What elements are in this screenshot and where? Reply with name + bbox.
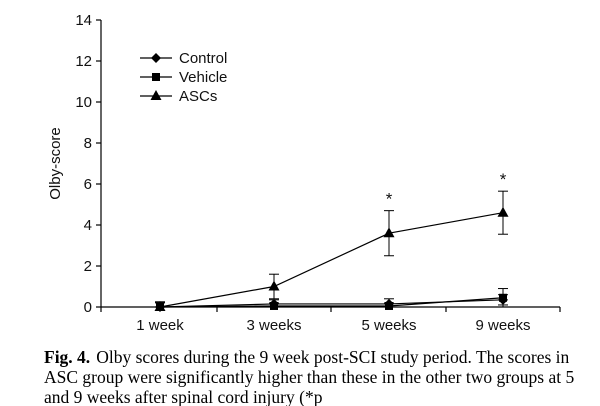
legend-label-vehicle: Vehicle xyxy=(179,69,227,86)
ascs-series-line xyxy=(159,212,504,308)
vehicle-marker xyxy=(270,301,278,310)
caption-label: Fig. 4. xyxy=(44,347,91,367)
y-tick-label: 2 xyxy=(84,258,92,275)
vehicle-marker xyxy=(385,301,393,310)
legend-marker-control xyxy=(151,53,161,63)
y-tick-label: 6 xyxy=(84,176,92,193)
ascs-marker xyxy=(497,206,509,217)
x-tick-label: 9 weeks xyxy=(475,317,530,334)
caption-text: Olby scores during the 9 week post-SCI s… xyxy=(44,347,575,406)
olby-score-chart: 0 2 4 6 8 10 12 14 1 week 3 weeks 5 weeks 9 weeks Ol… xyxy=(47,12,561,334)
x-tick-label: 5 weeks xyxy=(361,317,416,334)
ascs-marker xyxy=(268,280,280,291)
vehicle-marker xyxy=(499,293,507,302)
x-tick-label: 1 week xyxy=(136,317,184,334)
y-tick-label: 14 xyxy=(75,12,92,29)
legend-label-ascs: ASCs xyxy=(179,88,217,105)
legend-marker-vehicle xyxy=(152,73,160,81)
y-tick-label: 12 xyxy=(75,53,92,70)
significance-asterisk: * xyxy=(500,170,507,189)
y-tick-label: 0 xyxy=(84,299,92,316)
y-tick-label: 8 xyxy=(84,135,92,152)
ascs-marker xyxy=(154,301,166,311)
significance-asterisk: * xyxy=(386,190,393,209)
y-axis-label: Olby-score xyxy=(47,127,64,200)
y-tick-label: 4 xyxy=(84,217,92,234)
legend-marker-ascs xyxy=(150,90,162,100)
ascs-marker xyxy=(383,227,395,238)
y-tick-label: 10 xyxy=(75,94,92,111)
vehicle-series-line xyxy=(159,297,504,308)
x-tick-label: 3 weeks xyxy=(246,317,301,334)
figure-caption: Fig. 4. Olby scores during the 9 week pos… xyxy=(44,347,584,406)
legend-label-control: Control xyxy=(179,50,227,67)
